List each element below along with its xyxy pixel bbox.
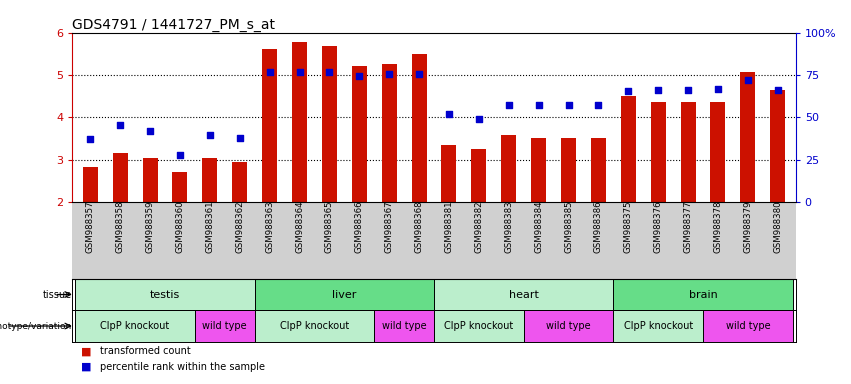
Bar xyxy=(770,90,785,202)
Text: wild type: wild type xyxy=(726,321,770,331)
Bar xyxy=(681,103,695,202)
Bar xyxy=(173,172,187,202)
Text: ClpP knockout: ClpP knockout xyxy=(280,321,349,331)
Point xyxy=(352,73,366,79)
Bar xyxy=(76,279,254,310)
Text: ■: ■ xyxy=(81,362,91,372)
Text: percentile rank within the sample: percentile rank within the sample xyxy=(100,362,265,372)
Bar xyxy=(651,103,665,202)
Bar xyxy=(614,310,703,342)
Bar xyxy=(412,54,426,202)
Bar xyxy=(442,145,456,202)
Bar xyxy=(292,42,307,202)
Point xyxy=(711,86,725,92)
Point xyxy=(621,88,635,94)
Text: genotype/variation: genotype/variation xyxy=(0,321,71,331)
Bar xyxy=(523,310,614,342)
Bar xyxy=(531,139,546,202)
Point xyxy=(443,111,456,117)
Text: wild type: wild type xyxy=(546,321,591,331)
Bar xyxy=(143,157,157,202)
Bar xyxy=(76,310,195,342)
Bar xyxy=(232,162,247,202)
Point xyxy=(412,71,426,77)
Point xyxy=(562,103,575,109)
Bar xyxy=(195,310,254,342)
Bar xyxy=(561,137,576,202)
Bar xyxy=(83,167,98,202)
Point xyxy=(502,103,516,109)
Point xyxy=(323,68,336,74)
Bar xyxy=(471,149,486,202)
Point xyxy=(651,87,665,93)
Point xyxy=(233,136,247,142)
Bar xyxy=(703,310,792,342)
Bar xyxy=(591,139,606,202)
Bar xyxy=(501,135,517,202)
Text: ClpP knockout: ClpP knockout xyxy=(624,321,693,331)
Point xyxy=(83,136,97,142)
Point xyxy=(771,87,785,93)
Bar xyxy=(614,279,792,310)
Bar xyxy=(740,71,756,202)
Bar xyxy=(254,279,434,310)
Point xyxy=(113,122,127,128)
Text: GDS4791 / 1441727_PM_s_at: GDS4791 / 1441727_PM_s_at xyxy=(72,18,276,31)
Point xyxy=(741,77,755,83)
Text: brain: brain xyxy=(688,290,717,300)
Text: ClpP knockout: ClpP knockout xyxy=(100,321,169,331)
Text: liver: liver xyxy=(332,290,357,300)
Text: ClpP knockout: ClpP knockout xyxy=(444,321,513,331)
Bar xyxy=(711,103,725,202)
Point xyxy=(203,132,217,138)
Text: testis: testis xyxy=(150,290,180,300)
Point xyxy=(682,87,695,93)
Bar xyxy=(374,310,434,342)
Bar xyxy=(203,157,217,202)
Point xyxy=(263,68,277,74)
Point xyxy=(143,128,157,134)
Point xyxy=(293,68,306,74)
Text: tissue: tissue xyxy=(43,290,71,300)
Text: ■: ■ xyxy=(81,346,91,356)
Point xyxy=(173,152,186,158)
Bar xyxy=(351,66,367,202)
Point xyxy=(382,71,396,77)
Text: wild type: wild type xyxy=(382,321,426,331)
Bar xyxy=(382,65,397,202)
Bar xyxy=(262,49,277,202)
Point xyxy=(472,116,486,122)
Bar xyxy=(621,96,636,202)
Bar xyxy=(434,310,523,342)
Bar xyxy=(112,153,128,202)
Bar xyxy=(322,46,337,202)
Bar xyxy=(254,310,374,342)
Point xyxy=(591,103,605,109)
Text: wild type: wild type xyxy=(203,321,247,331)
Point xyxy=(532,103,545,109)
Text: heart: heart xyxy=(509,290,539,300)
Text: transformed count: transformed count xyxy=(100,346,191,356)
Bar xyxy=(434,279,614,310)
